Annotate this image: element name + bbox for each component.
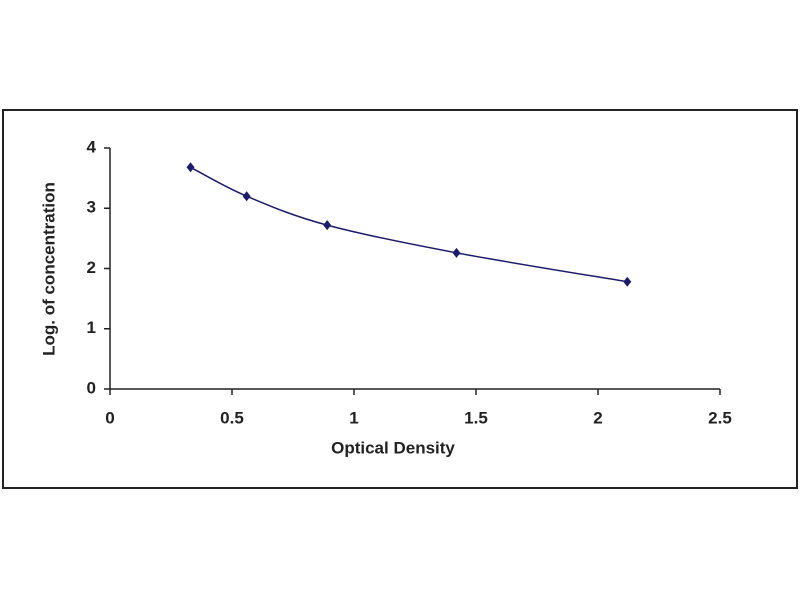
- chart-frame: [2, 109, 798, 489]
- x-tick-label: 1.5: [464, 408, 488, 427]
- x-tick-label: 2.5: [708, 408, 732, 427]
- y-tick-label: 4: [87, 137, 97, 156]
- data-point: [623, 276, 632, 287]
- y-tick-label: 2: [87, 258, 96, 277]
- x-tick-label: 1: [349, 408, 358, 427]
- data-point: [452, 247, 461, 258]
- data-point: [323, 220, 332, 231]
- x-tick-label: 0: [105, 408, 114, 427]
- y-tick-label: 3: [87, 198, 96, 217]
- y-tick-label: 1: [87, 318, 96, 337]
- data-point: [242, 191, 251, 202]
- x-axis-title: Optical Density: [331, 438, 455, 457]
- y-tick-label: 0: [87, 378, 96, 397]
- x-tick-label: 0.5: [220, 408, 244, 427]
- y-axis-title: Log. of concentration: [39, 182, 58, 356]
- data-point: [186, 162, 195, 173]
- x-tick-label: 2: [593, 408, 602, 427]
